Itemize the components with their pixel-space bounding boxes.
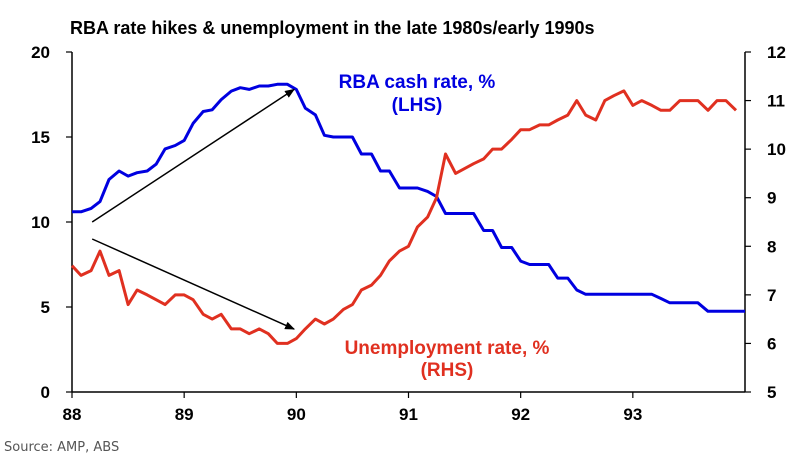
arrow-layer bbox=[91, 88, 296, 330]
x-tick-label: 90 bbox=[287, 405, 306, 424]
x-tick-label: 91 bbox=[399, 405, 418, 424]
x-tick-label: 93 bbox=[623, 405, 642, 424]
y-right-tick-label: 10 bbox=[767, 140, 786, 159]
x-tick-label: 92 bbox=[511, 405, 530, 424]
y-left-tick-label: 15 bbox=[31, 128, 50, 147]
y-right-tick-label: 9 bbox=[767, 189, 776, 208]
y-right-tick-label: 5 bbox=[767, 383, 776, 402]
y-right-tick-label: 8 bbox=[767, 237, 776, 256]
cash-rate-label: RBA cash rate, % bbox=[339, 72, 496, 93]
y-right-tick-label: 11 bbox=[767, 92, 785, 111]
chart-title: RBA rate hikes & unemployment in the lat… bbox=[70, 18, 595, 38]
upper-trend-arrow bbox=[91, 88, 295, 223]
y-left-tick-label: 0 bbox=[41, 383, 50, 402]
unemployment-label-axis: (RHS) bbox=[421, 360, 474, 381]
x-tick-label: 88 bbox=[63, 405, 82, 424]
y-right-tick-label: 7 bbox=[767, 286, 776, 305]
cash-rate-label-axis: (LHS) bbox=[392, 95, 443, 116]
cash-rate-line bbox=[72, 82, 745, 313]
unemployment-line bbox=[70, 89, 738, 345]
y-left-tick-label: 5 bbox=[41, 298, 50, 317]
y-left-tick-label: 10 bbox=[31, 213, 50, 232]
source-note: Source: AMP, ABS bbox=[4, 440, 120, 455]
unemployment-label: Unemployment rate, % bbox=[345, 338, 550, 359]
y-right-tick-label: 6 bbox=[767, 334, 776, 353]
lower-trend-arrow bbox=[91, 238, 296, 330]
x-tick-label: 89 bbox=[175, 405, 194, 424]
y-left-tick-label: 20 bbox=[31, 43, 50, 62]
series-layer bbox=[70, 82, 745, 345]
label-layer: RBA cash rate, % (LHS) Unemployment rate… bbox=[339, 72, 550, 381]
y-right-tick-label: 12 bbox=[767, 43, 786, 62]
